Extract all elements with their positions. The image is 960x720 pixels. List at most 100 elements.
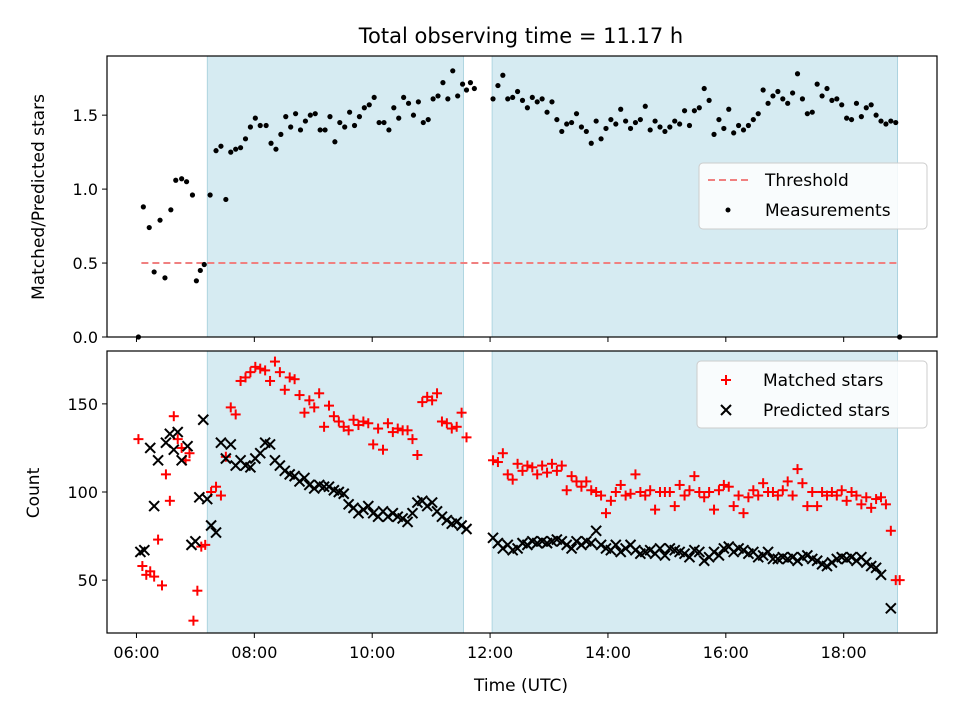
measurement-point <box>883 121 889 127</box>
measurement-point <box>283 114 289 120</box>
matched-star-point <box>502 469 513 480</box>
matched-star-point <box>880 499 891 510</box>
measurement-point <box>559 128 565 135</box>
y-tick-label: 0.0 <box>73 328 98 347</box>
matched-star-point <box>876 492 887 503</box>
predicted-star-point <box>172 426 184 438</box>
matched-star-point <box>871 494 882 505</box>
matched-star-point <box>571 476 582 487</box>
predicted-star-point <box>197 414 209 426</box>
matched-star-point <box>699 492 710 503</box>
matched-star-point <box>225 402 236 413</box>
measurement-point <box>297 127 304 133</box>
matched-star-point <box>363 418 374 429</box>
matched-star-point <box>546 458 557 469</box>
matched-star-point <box>368 439 379 450</box>
matched-star-point <box>319 421 330 432</box>
matched-star-point <box>299 407 310 418</box>
measurement-point <box>799 96 806 102</box>
measurement-point <box>342 124 348 130</box>
predicted-star-point <box>210 526 222 539</box>
predicted-star-point <box>659 549 671 562</box>
measurement-point <box>637 116 643 123</box>
measurement-point <box>603 125 609 132</box>
matched-star-point <box>184 448 195 459</box>
measurement-point <box>760 87 766 93</box>
x-tick-label: 16:00 <box>703 643 749 662</box>
predicted-star-point <box>220 452 232 465</box>
measurement-point <box>445 96 451 102</box>
matched-star-point <box>407 434 418 445</box>
matched-star-point <box>718 479 729 490</box>
matched-star-point <box>512 458 523 469</box>
matched-star-point <box>797 478 808 489</box>
matched-star-point <box>417 397 428 408</box>
matched-star-point <box>542 467 553 478</box>
predicted-star-point <box>225 438 237 451</box>
measurement-point <box>804 111 810 117</box>
matched-star-point <box>894 575 905 586</box>
top-y-ticks: 0.0 0.5 1.0 1.5 <box>73 106 107 347</box>
predicted-star-point <box>138 544 151 556</box>
measurement-point <box>168 207 174 213</box>
measurement-point <box>686 122 693 129</box>
x-tick-label: 06:00 <box>113 643 159 662</box>
predicted-star-point <box>885 602 897 615</box>
predicted-star-point <box>590 525 602 537</box>
matched-star-point <box>220 451 231 462</box>
matched-star-point <box>461 432 472 443</box>
legend-matched-label: Matched stars <box>763 371 883 391</box>
measurement-point <box>657 124 663 130</box>
measurement-point <box>514 88 521 95</box>
legend-measurements-label: Measurements <box>765 201 891 221</box>
measurement-point <box>435 93 441 99</box>
matched-star-point <box>412 449 423 460</box>
matched-star-point <box>772 490 783 501</box>
matched-star-point <box>304 395 315 406</box>
matched-star-point <box>709 504 720 515</box>
measurement-point <box>790 90 796 96</box>
matched-star-point <box>645 485 656 496</box>
predicted-star-point <box>565 542 578 555</box>
predicted-star-point <box>189 535 202 548</box>
matched-star-point <box>427 395 438 406</box>
matched-star-point <box>885 525 896 536</box>
predicted-star-point <box>215 436 227 449</box>
measurement-point <box>765 100 771 106</box>
measurement-point <box>721 125 727 132</box>
matched-star-point <box>831 490 842 501</box>
measurement-point <box>858 114 864 120</box>
matched-star-point <box>679 490 690 501</box>
top-legend: Threshold Measurements <box>698 162 928 230</box>
measurement-point <box>268 140 274 146</box>
measurement-point <box>173 177 179 183</box>
measurement-point <box>242 136 249 142</box>
matched-star-point <box>522 460 533 471</box>
predicted-star-point <box>460 523 473 535</box>
matched-star-point <box>743 492 754 503</box>
measurement-point <box>814 81 820 87</box>
measurement-point <box>539 96 545 102</box>
measurement-point <box>459 81 466 87</box>
matched-star-point <box>836 485 847 496</box>
measurement-point <box>471 85 477 92</box>
matched-star-point <box>245 367 256 378</box>
matched-star-point <box>392 423 403 434</box>
measurement-point <box>853 100 860 106</box>
bottom-legend-box <box>696 360 928 429</box>
legend-predicted-swatch <box>720 404 732 416</box>
matched-star-point <box>507 474 518 485</box>
measurement-point <box>307 112 313 118</box>
matched-stars-points <box>133 356 905 626</box>
matched-star-point <box>373 423 384 434</box>
matched-star-point <box>556 460 567 471</box>
top-x-ticks <box>135 337 845 342</box>
matched-star-point <box>689 471 700 482</box>
predicted-star-point <box>152 454 164 466</box>
matched-star-point <box>561 485 572 496</box>
matched-star-point <box>620 490 631 501</box>
measurement-point <box>691 108 697 114</box>
x-tick-label: 14:00 <box>585 643 631 662</box>
matched-star-point <box>240 372 251 383</box>
measurement-point <box>467 80 474 86</box>
